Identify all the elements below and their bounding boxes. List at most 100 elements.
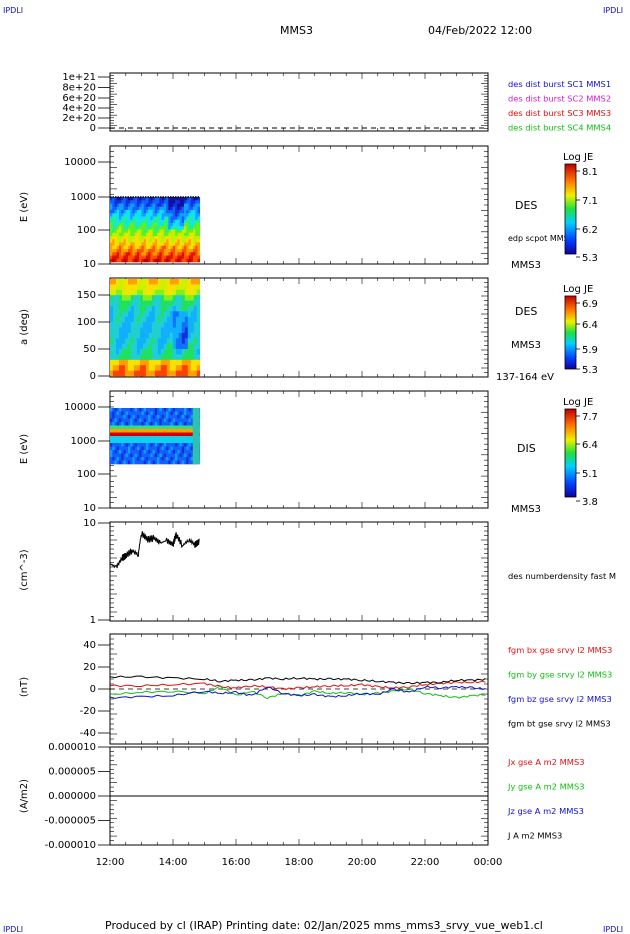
spectrogram-cell: [169, 343, 174, 350]
spectrogram-cell: [163, 295, 168, 301]
spectrogram-cell: [177, 197, 180, 201]
spectrogram-cell: [177, 436, 180, 440]
spectrogram-cell: [190, 322, 195, 328]
spectrogram-cell: [148, 359, 153, 366]
spectrogram-cell: [181, 252, 185, 256]
spectrogram-cell: [134, 200, 138, 204]
spectrogram-cell: [152, 213, 156, 217]
spectrogram-cell: [154, 229, 158, 234]
spectrogram-cell: [159, 411, 162, 416]
spectrogram-cell: [172, 439, 176, 444]
spectrogram-cell: [151, 284, 156, 291]
spectrogram-cell: [139, 354, 144, 361]
spectrogram-cell: [188, 460, 192, 465]
spectrogram-cell: [136, 223, 140, 227]
spectrogram-cell: [172, 354, 177, 361]
spectrogram-cell: [172, 210, 176, 214]
spectrogram-cell: [152, 206, 156, 211]
spectrogram-cell: [110, 343, 114, 350]
spectrogram-cell: [112, 232, 115, 237]
spectrogram-cell: [186, 446, 189, 451]
spectrogram-cell: [166, 245, 169, 250]
spectrogram-cell: [184, 289, 189, 296]
spectrogram-cell: [145, 295, 150, 301]
spectrogram-cell: [152, 216, 156, 221]
spectrogram-cell: [148, 229, 151, 234]
spectrogram-cell: [160, 349, 165, 355]
spectrogram-cell: [170, 408, 174, 412]
spectrogram-cell: [178, 365, 183, 371]
spectrogram-cell: [157, 239, 160, 243]
spectrogram-cell: [152, 453, 156, 458]
spectrogram-cell: [178, 316, 183, 323]
spectrogram-cell: [116, 219, 120, 224]
spectrogram-cell: [184, 457, 187, 461]
spectrogram-cell: [178, 322, 183, 328]
spectrogram-cell: [133, 289, 138, 296]
spectrogram-cell: [130, 279, 135, 285]
spectrogram-cell: [133, 311, 138, 318]
spectrogram-cell: [121, 216, 124, 221]
spectrogram-cell: [139, 446, 142, 451]
spectrogram-cell: [160, 370, 165, 377]
spectrogram-cell: [112, 249, 115, 253]
spectrogram-cell: [118, 210, 122, 214]
spectrogram-cell: [130, 300, 135, 307]
spectrogram-cell: [172, 245, 176, 250]
spectrogram-cell: [193, 239, 196, 243]
spectrogram-cell: [181, 365, 186, 371]
spectrogram-cell: [154, 365, 159, 371]
spectrogram-cell: [114, 232, 118, 237]
spectrogram-cell: [152, 429, 156, 433]
spectrogram-cell: [139, 316, 144, 323]
spectrogram-cell: [181, 245, 185, 250]
spectrogram-cell: [114, 229, 118, 234]
spectrogram-cell: [114, 239, 118, 243]
y-tick-label: 4e+20: [62, 103, 96, 114]
spectrogram-cell: [186, 450, 189, 454]
spectrogram-cell: [181, 418, 185, 423]
spectrogram-cell: [112, 422, 115, 426]
y-tick-label: 1: [90, 615, 96, 626]
spectrogram-cell: [110, 284, 114, 291]
spectrogram-cell: [132, 229, 135, 234]
spectrogram-cell: [154, 415, 158, 419]
spectrogram-cell: [110, 252, 113, 256]
spectrogram-cell: [127, 311, 132, 318]
spectrogram-cell: [157, 255, 160, 260]
spectrogram-cell: [121, 279, 126, 285]
spectrogram-cell: [188, 439, 192, 444]
spectrogram-cell: [159, 418, 162, 423]
spectrogram-cell: [132, 457, 135, 461]
spectrogram-cell: [116, 223, 120, 227]
spectrogram-cell: [154, 258, 158, 263]
spectrogram-cell: [187, 284, 192, 291]
spectrogram-cell: [188, 206, 192, 211]
spectrogram-cell: [124, 322, 129, 328]
spectrogram-cell: [157, 305, 162, 312]
spectrogram-cell: [152, 252, 156, 256]
spectrogram-cell: [157, 436, 160, 440]
spectrogram-cell: [123, 429, 127, 433]
spectrogram-cell: [116, 210, 120, 214]
spectrogram-cell: [114, 216, 118, 221]
spectrogram-cell: [127, 450, 131, 454]
spectrogram-cell: [141, 255, 144, 260]
spectrogram-cell: [121, 359, 126, 366]
spectrogram-cell: [179, 210, 183, 214]
spectrogram-cell: [175, 311, 180, 318]
spectrogram-cell: [166, 408, 169, 412]
spectrogram-cell: [159, 436, 162, 440]
spectrogram-cell: [145, 210, 149, 214]
spectrogram-cell: [145, 229, 149, 234]
spectrogram-cell: [178, 305, 183, 312]
spectrogram-cell: [134, 213, 138, 217]
spectrogram-cell: [130, 432, 133, 437]
spectrogram-cell: [141, 242, 144, 247]
spectrogram-cell: [132, 432, 135, 437]
spectrogram-cell: [145, 349, 150, 355]
spectrogram-cell: [166, 279, 171, 285]
spectrogram-cell: [170, 197, 174, 201]
spectrogram-cell: [181, 370, 186, 377]
spectrogram-cell: [148, 343, 153, 350]
